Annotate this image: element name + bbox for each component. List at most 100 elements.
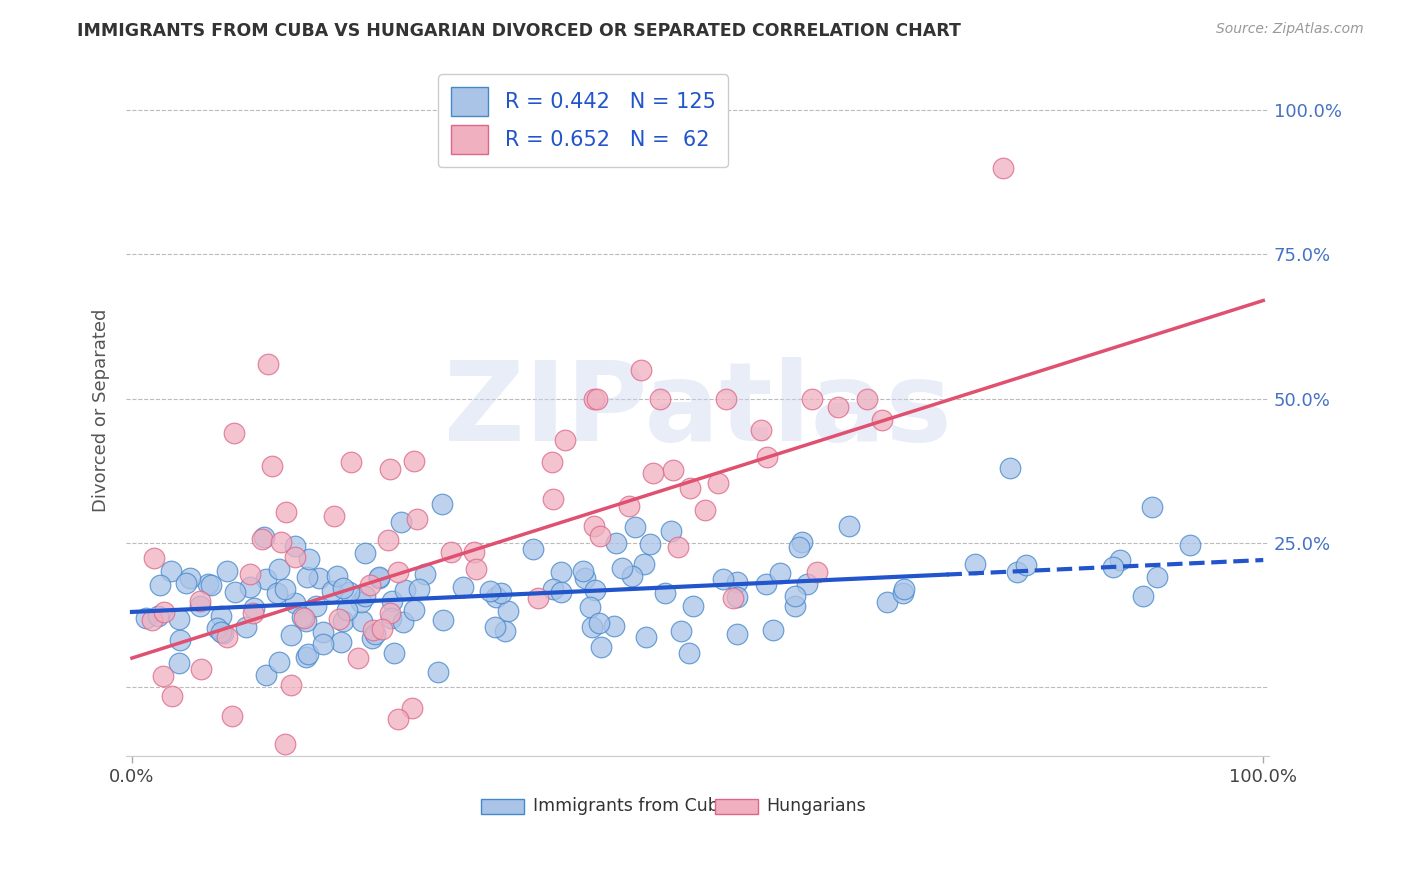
Point	[581, 620, 603, 634]
Point	[554, 433, 576, 447]
Point	[169, 632, 191, 647]
Point	[250, 533, 273, 547]
Point	[284, 539, 307, 553]
Point	[221, 708, 243, 723]
Legend: R = 0.442   N = 125, R = 0.652   N =  62: R = 0.442 N = 125, R = 0.652 N = 62	[439, 74, 728, 167]
Point	[619, 499, 641, 513]
Point	[167, 612, 190, 626]
Point	[749, 423, 772, 437]
Point	[380, 611, 402, 625]
Point	[254, 572, 277, 586]
Point	[589, 529, 612, 543]
Point	[1146, 570, 1168, 584]
Point	[876, 595, 898, 609]
Point	[212, 626, 235, 640]
Point	[1102, 560, 1125, 574]
Point	[1109, 552, 1132, 566]
Text: Immigrants from Cuba: Immigrants from Cuba	[533, 797, 730, 815]
Point	[540, 455, 562, 469]
Point	[368, 569, 391, 583]
Point	[495, 624, 517, 638]
Point	[336, 603, 359, 617]
Point	[402, 603, 425, 617]
Point	[792, 534, 814, 549]
Point	[188, 594, 211, 608]
Point	[1005, 566, 1028, 580]
Point	[280, 628, 302, 642]
Point	[364, 627, 387, 641]
Point	[541, 582, 564, 596]
Point	[522, 541, 544, 556]
Point	[382, 646, 405, 660]
Text: ZIPatlas: ZIPatlas	[444, 357, 952, 464]
Point	[387, 565, 409, 579]
Point	[591, 640, 613, 654]
Point	[413, 566, 436, 581]
Point	[1000, 460, 1022, 475]
Point	[666, 540, 689, 554]
Point	[295, 570, 318, 584]
Point	[239, 567, 262, 582]
Point	[1132, 589, 1154, 603]
Point	[266, 586, 288, 600]
Point	[274, 737, 297, 751]
Point	[322, 508, 344, 523]
Point	[893, 582, 915, 596]
Point	[368, 572, 391, 586]
Point	[217, 631, 239, 645]
Point	[872, 413, 894, 427]
Point	[754, 577, 776, 591]
Point	[190, 599, 212, 613]
Point	[783, 599, 806, 614]
Point	[209, 625, 232, 640]
Point	[427, 665, 450, 679]
Point	[496, 603, 519, 617]
Point	[711, 572, 734, 586]
Point	[326, 568, 349, 582]
Point	[769, 566, 792, 580]
Point	[243, 600, 266, 615]
Point	[661, 463, 683, 477]
Point	[574, 571, 596, 585]
Point	[856, 392, 879, 406]
Point	[332, 581, 354, 595]
Point	[612, 561, 634, 575]
Point	[167, 657, 190, 671]
Point	[432, 613, 454, 627]
Point	[262, 458, 284, 473]
Point	[224, 584, 246, 599]
Point	[239, 580, 262, 594]
Point	[479, 584, 502, 599]
Point	[806, 565, 828, 579]
Point	[586, 392, 609, 406]
Point	[328, 612, 350, 626]
Point	[269, 655, 291, 669]
Point	[215, 564, 238, 578]
Point	[550, 565, 572, 579]
Point	[152, 669, 174, 683]
Point	[650, 392, 672, 406]
Point	[179, 571, 201, 585]
Point	[361, 631, 384, 645]
Point	[636, 630, 658, 644]
FancyBboxPatch shape	[481, 799, 524, 814]
Point	[624, 520, 647, 534]
Point	[149, 578, 172, 592]
Point	[297, 648, 319, 662]
Point	[256, 357, 278, 371]
Point	[405, 512, 427, 526]
Point	[280, 678, 302, 692]
Point	[484, 619, 506, 633]
Point	[485, 591, 508, 605]
Point	[346, 650, 368, 665]
Point	[796, 577, 818, 591]
Point	[174, 575, 197, 590]
Point	[800, 392, 823, 406]
Point	[330, 634, 353, 648]
Point	[464, 561, 486, 575]
Point	[638, 536, 661, 550]
Point	[654, 586, 676, 600]
Point	[352, 614, 374, 628]
Point	[284, 549, 307, 564]
Point	[678, 646, 700, 660]
